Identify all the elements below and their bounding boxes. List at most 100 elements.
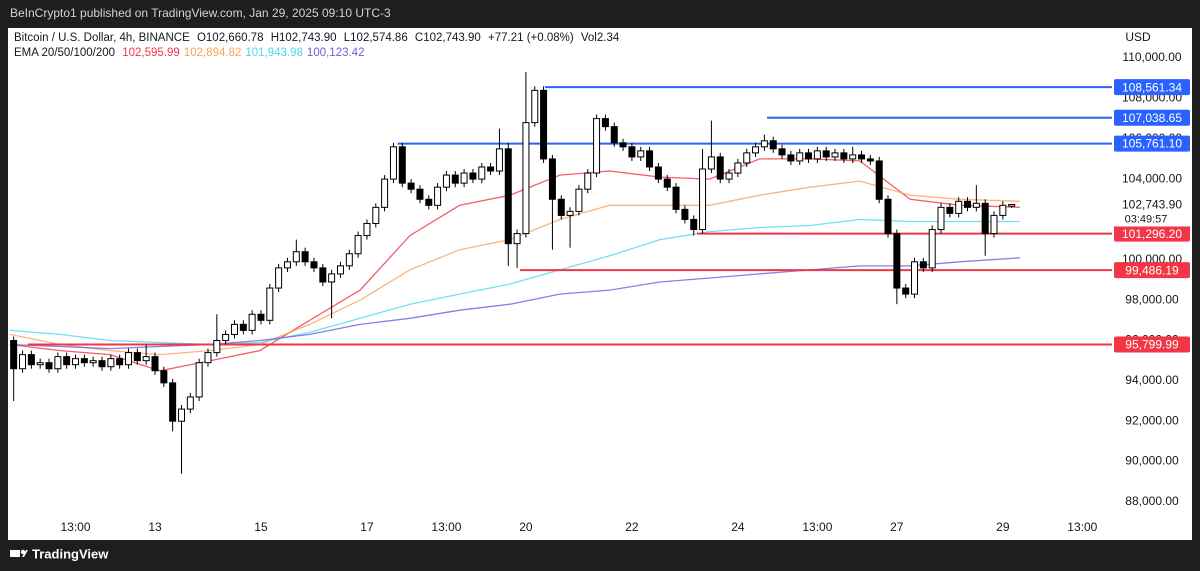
- candle-body: [610, 126, 618, 144]
- plot: [9, 72, 1112, 474]
- x-tick-label: 27: [890, 520, 904, 534]
- candle-body: [548, 158, 556, 200]
- candle-body: [937, 206, 945, 231]
- candle-body: [478, 166, 486, 180]
- level-label: 105,761.10: [1122, 137, 1182, 151]
- candle-body: [248, 313, 256, 331]
- candle-body: [283, 261, 291, 269]
- candle-body: [442, 174, 450, 188]
- ohlc-high: H102,743.90: [270, 32, 337, 44]
- candle-body: [54, 356, 62, 370]
- candle-body: [831, 152, 839, 158]
- candle-body: [663, 178, 671, 188]
- candle-body: [734, 162, 742, 174]
- level-label: 95,799.99: [1125, 338, 1179, 352]
- x-tick-label: 15: [254, 520, 268, 534]
- candle-body: [866, 158, 874, 162]
- y-tick-label: 98,000.00: [1125, 292, 1179, 306]
- candle-body: [213, 339, 221, 354]
- legend: Bitcoin / U.S. Dollar, 4h, BINANCE O102,…: [14, 31, 623, 61]
- candle-body: [425, 198, 433, 206]
- candle-body: [601, 118, 609, 128]
- candle-body: [195, 362, 203, 398]
- candle-body: [654, 166, 662, 180]
- candle-body: [884, 198, 892, 235]
- candle-body: [451, 174, 459, 184]
- candle-body: [204, 352, 212, 364]
- candle-body: [584, 172, 592, 190]
- level-label-bg: [1114, 262, 1190, 279]
- candle-body: [981, 202, 989, 235]
- candle-body: [628, 146, 636, 158]
- ema-value: 100,123.42: [306, 47, 365, 59]
- candle-body: [345, 253, 353, 267]
- ema-line: [9, 257, 1020, 350]
- candle-body: [769, 140, 777, 150]
- level-label: 107,038.65: [1122, 111, 1182, 125]
- x-tick-label: 29: [996, 520, 1010, 534]
- candle-body: [398, 146, 406, 184]
- candle-body: [805, 152, 813, 160]
- level-label: 108,561.34: [1122, 80, 1182, 94]
- x-tick-label: 22: [625, 520, 639, 534]
- candle-body: [257, 313, 265, 321]
- candle-body: [301, 251, 309, 263]
- candle-body: [416, 188, 424, 200]
- candle-body: [328, 273, 336, 283]
- candle-body: [760, 140, 768, 148]
- candle-body: [566, 210, 574, 216]
- candle-body: [487, 166, 495, 172]
- candle-body: [124, 352, 132, 366]
- candle-body: [681, 208, 689, 220]
- candle-body: [955, 200, 963, 214]
- x-tick-label: 13: [148, 520, 162, 534]
- candle-body: [266, 287, 274, 321]
- candle-body: [1008, 203, 1016, 207]
- candle-body: [372, 206, 380, 224]
- candle-body: [10, 339, 18, 370]
- candle-body: [169, 382, 177, 422]
- header: BeInCrypto1 published on TradingView.com…: [10, 6, 391, 20]
- candle-body: [699, 168, 707, 231]
- y-tick-label: 104,000.00: [1122, 171, 1182, 185]
- legend-row: EMA 20/50/100/200 102,595.99 102,894.82 10…: [14, 46, 623, 61]
- level-label-bg: [1114, 79, 1190, 96]
- candle-body: [928, 229, 936, 269]
- candle-body: [787, 154, 795, 162]
- candle-body: [116, 358, 124, 366]
- candle-body: [389, 146, 397, 180]
- candle-body: [45, 362, 53, 370]
- candle-body: [177, 408, 185, 422]
- y-tick-label: 110,000.00: [1122, 50, 1181, 64]
- last-price-label: 102,743.90: [1122, 198, 1182, 212]
- candle-body: [707, 156, 715, 170]
- footer: TradingView: [32, 546, 109, 561]
- ema-value: 102,595.99: [122, 47, 180, 59]
- level-label-bg: [1114, 135, 1190, 152]
- candle-body: [275, 267, 283, 289]
- candle-body: [336, 265, 344, 275]
- level-label-bg: [1114, 109, 1190, 126]
- candle-body: [363, 222, 371, 237]
- y-tick-label: 88,000.00: [1125, 494, 1179, 508]
- ema-title: EMA 20/50/100/200: [14, 47, 116, 59]
- candle-body: [637, 150, 645, 158]
- candle-body: [778, 148, 786, 156]
- last-price-bg: [1114, 196, 1190, 227]
- ohlc-low: L102,574.86: [343, 32, 408, 44]
- x-tick-label: 13:00: [60, 520, 90, 534]
- candle-body: [495, 148, 503, 172]
- candle-body: [672, 186, 680, 210]
- change: +77.21 (+0.08%): [488, 32, 574, 44]
- candle-body: [858, 154, 866, 160]
- ohlc-open: O102,660.78: [196, 32, 264, 44]
- candle-body: [690, 218, 698, 231]
- level-label: 99,486.19: [1125, 263, 1179, 277]
- candle-body: [354, 235, 362, 255]
- candle-body: [972, 202, 980, 208]
- candle-body: [725, 172, 733, 180]
- candle-body: [752, 146, 760, 154]
- candle-body: [963, 200, 971, 208]
- candle-body: [230, 323, 238, 335]
